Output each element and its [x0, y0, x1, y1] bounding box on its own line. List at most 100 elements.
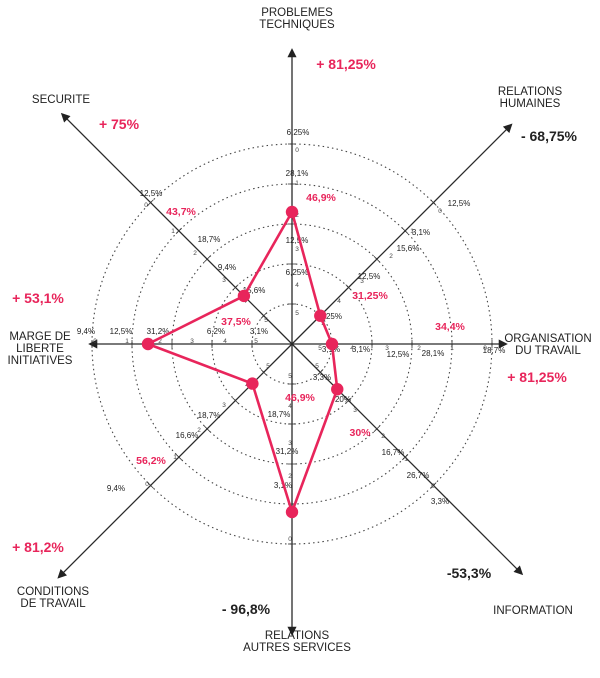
value-label-problemes-techniques: 46,9% — [306, 192, 336, 204]
tick-label-information-4: 3,3% — [313, 373, 331, 382]
change-label-relations-humaines: - 68,75% — [521, 128, 578, 144]
ring-index-relations-autres-services-2: 2 — [288, 473, 292, 480]
ring-index-securite-5: 5 — [264, 317, 268, 324]
tick-label-relations-autres-services-2: 18,7% — [268, 410, 291, 419]
ring-index-information-0: 0 — [431, 483, 435, 490]
change-label-relations-autres-services: - 96,8% — [222, 601, 271, 617]
ring-index-problemes-techniques-1: 1 — [295, 180, 299, 187]
ring-index-marge-de-liberte-initiatives-2: 2 — [158, 338, 162, 345]
axis-tick-securite-1 — [232, 284, 239, 291]
ring-index-problemes-techniques-3: 3 — [295, 246, 299, 253]
axis-label-securite: SECURITE — [32, 94, 90, 106]
tick-label-securite-0: 12,5% — [140, 189, 163, 198]
axis-line-information — [291, 343, 524, 576]
axis-tick-securite-3 — [175, 227, 182, 234]
tick-label-marge-de-liberte-initiatives-4: 3,1% — [250, 327, 268, 336]
value-label-conditions-de-travail: 56,2% — [136, 455, 166, 467]
ring-index-securite-3: 3 — [222, 277, 226, 284]
axis-tick-information-2 — [373, 425, 380, 432]
data-point-problemes-techniques — [285, 205, 299, 219]
tick-label-conditions-de-travail-2: 18,7% — [198, 411, 221, 420]
axis-tick-conditions-de-travail-4 — [147, 482, 154, 489]
ring-index-relations-humaines-0: 0 — [438, 208, 442, 215]
value-label-information: 30% — [349, 427, 371, 439]
axis-label-conditions-de-travail: CONDITIONS DE TRAVAIL — [17, 586, 90, 610]
ring-index-relations-autres-services-5: 5 — [288, 373, 292, 380]
tick-label-information-0: 3,3% — [431, 497, 449, 506]
tick-label-organisation-du-travail-3: 3,1% — [352, 345, 370, 354]
ring-index-organisation-du-travail-3: 3 — [385, 345, 389, 352]
tick-label-conditions-de-travail-1: 16,6% — [176, 431, 199, 440]
ring-index-marge-de-liberte-initiatives-0: 0 — [93, 338, 97, 345]
ring-index-information-1: 1 — [404, 456, 408, 463]
axis-label-relations-autres-services: RELATIONS AUTRES SERVICES — [243, 630, 351, 654]
ring-index-organisation-du-travail-4: 4 — [350, 345, 354, 352]
data-point-securite — [237, 289, 251, 303]
tick-label-marge-de-liberte-initiatives-3: 6,2% — [207, 327, 225, 336]
tick-label-conditions-de-travail-0: 9,4% — [107, 484, 125, 493]
value-label-relations-humaines: 31,25% — [352, 290, 388, 302]
ring-index-conditions-de-travail-5: 5 — [266, 363, 270, 370]
ring-index-relations-humaines-3: 3 — [360, 278, 364, 285]
tick-label-problemes-techniques-3: 6,25% — [286, 268, 309, 277]
ring-index-information-5: 5 — [315, 363, 319, 370]
axis-tick-information-4 — [430, 482, 437, 489]
data-point-relations-humaines — [314, 309, 327, 322]
ring-index-information-3: 3 — [353, 407, 357, 414]
ring-index-relations-humaines-2: 2 — [389, 253, 393, 260]
ring-index-problemes-techniques-5: 5 — [295, 310, 299, 317]
ring-index-organisation-du-travail-1: 1 — [450, 345, 454, 352]
axis-tick-conditions-de-travail-3 — [175, 454, 182, 461]
axis-tick-relations-humaines-3 — [402, 227, 409, 234]
value-label-securite: 43,7% — [166, 206, 196, 218]
change-label-marge-de-liberte-initiatives: + 53,1% — [12, 290, 64, 306]
ring-index-marge-de-liberte-initiatives-1: 1 — [125, 338, 129, 345]
ring-index-conditions-de-travail-2: 2 — [197, 427, 201, 434]
ring-index-marge-de-liberte-initiatives-5: 5 — [254, 338, 258, 345]
axis-label-relations-humaines: RELATIONS HUMAINES — [498, 86, 563, 110]
ring-index-relations-humaines-1: 1 — [410, 228, 414, 235]
tick-label-organisation-du-travail-1: 28,1% — [422, 349, 445, 358]
ring-index-relations-autres-services-4: 4 — [288, 403, 292, 410]
ring-index-conditions-de-travail-0: 0 — [145, 481, 149, 488]
axis-tick-relations-humaines-2 — [373, 256, 380, 263]
axis-tick-securite-2 — [204, 256, 211, 263]
tick-label-organisation-du-travail-0: 18,7% — [483, 346, 506, 355]
tick-label-relations-humaines-0: 12,5% — [448, 199, 471, 208]
axis-line-securite — [60, 112, 293, 345]
axis-label-information: INFORMATION — [493, 605, 573, 617]
axis-tick-information-1 — [345, 397, 352, 404]
tick-label-marge-de-liberte-initiatives-0: 9,4% — [77, 327, 95, 336]
tick-label-relations-autres-services-1: 31,2% — [276, 447, 299, 456]
tick-label-problemes-techniques-2: 12,5% — [286, 236, 309, 245]
data-point-conditions-de-travail — [246, 377, 259, 390]
axis-tick-information-0 — [317, 369, 324, 376]
tick-label-relations-humaines-1: 3,1% — [412, 228, 430, 237]
tick-label-problemes-techniques-0: 6,25% — [287, 128, 310, 137]
tick-label-relations-humaines-3: 12,5% — [358, 272, 381, 281]
data-point-marge-de-liberte-initiatives — [141, 337, 155, 351]
ring-index-securite-0: 0 — [144, 202, 148, 209]
ring-index-relations-autres-services-0: 0 — [288, 536, 292, 543]
tick-label-problemes-techniques-1: 28,1% — [286, 169, 309, 178]
axis-tick-conditions-de-travail-2 — [204, 425, 211, 432]
axis-tick-relations-humaines-4 — [430, 199, 437, 206]
tick-label-organisation-du-travail-2: 12,5% — [387, 350, 410, 359]
ring-index-marge-de-liberte-initiatives-4: 4 — [223, 338, 227, 345]
data-point-information — [331, 383, 344, 396]
ring-index-problemes-techniques-2: 2 — [295, 212, 299, 219]
tick-label-relations-humaines-2: 15,6% — [397, 244, 420, 253]
change-label-information: -53,3% — [447, 565, 492, 581]
axis-tick-conditions-de-travail-1 — [232, 397, 239, 404]
value-label-relations-autres-services: 46,9% — [285, 392, 315, 404]
tick-label-securite-3: 15,6% — [243, 286, 266, 295]
ring-index-securite-2: 2 — [193, 250, 197, 257]
tick-label-marge-de-liberte-initiatives-2: 31,2% — [147, 327, 170, 336]
value-label-marge-de-liberte-initiatives: 37,5% — [221, 316, 251, 328]
ring-index-organisation-du-travail-0: 0 — [483, 345, 487, 352]
axis-tick-conditions-de-travail-0 — [260, 369, 267, 376]
axis-label-problemes-techniques: PROBLEMES TECHNIQUES — [259, 7, 335, 31]
ring-index-conditions-de-travail-3: 3 — [222, 402, 226, 409]
ring-index-marge-de-liberte-initiatives-3: 3 — [190, 338, 194, 345]
